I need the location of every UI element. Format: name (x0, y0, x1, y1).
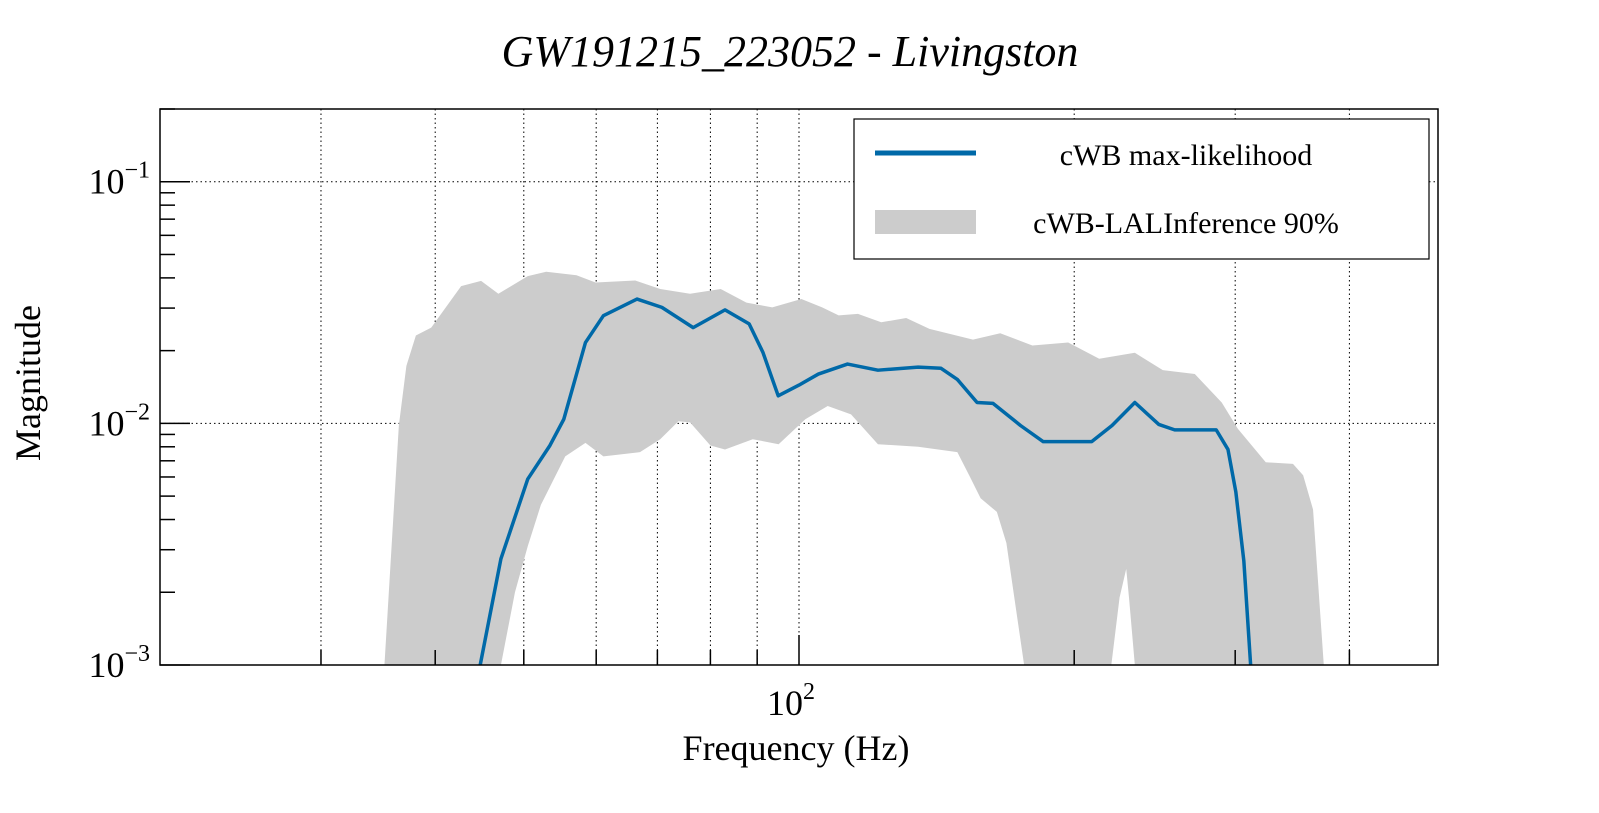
legend-box (853, 118, 1430, 260)
legend-label-band: cWB-LALInference 90% (1033, 207, 1339, 240)
confidence-band (384, 271, 1324, 665)
y-tick-label: 10−1 (88, 158, 150, 202)
confidence-band-layer (384, 271, 1324, 665)
y-tick-label: 10−3 (88, 641, 150, 685)
y-tick-label: 10−2 (88, 399, 150, 443)
max-likelihood-line-layer (478, 297, 1253, 666)
max-likelihood-line (478, 297, 1253, 666)
x-axis-label: Frequency (Hz) (683, 728, 910, 768)
y-axis-label: Magnitude (8, 305, 48, 461)
legend: cWB max-likelihood cWB-LALInference 90% (853, 118, 1430, 260)
x-tick-label: 102 (767, 679, 815, 723)
axis-ticks: 102 10−3 10−2 10−1 (88, 108, 1351, 723)
legend-label-max-likelihood: cWB max-likelihood (1060, 139, 1312, 172)
chart-title: GW191215_223052 - Livingston (502, 27, 1079, 76)
legend-band-swatch (875, 210, 976, 234)
